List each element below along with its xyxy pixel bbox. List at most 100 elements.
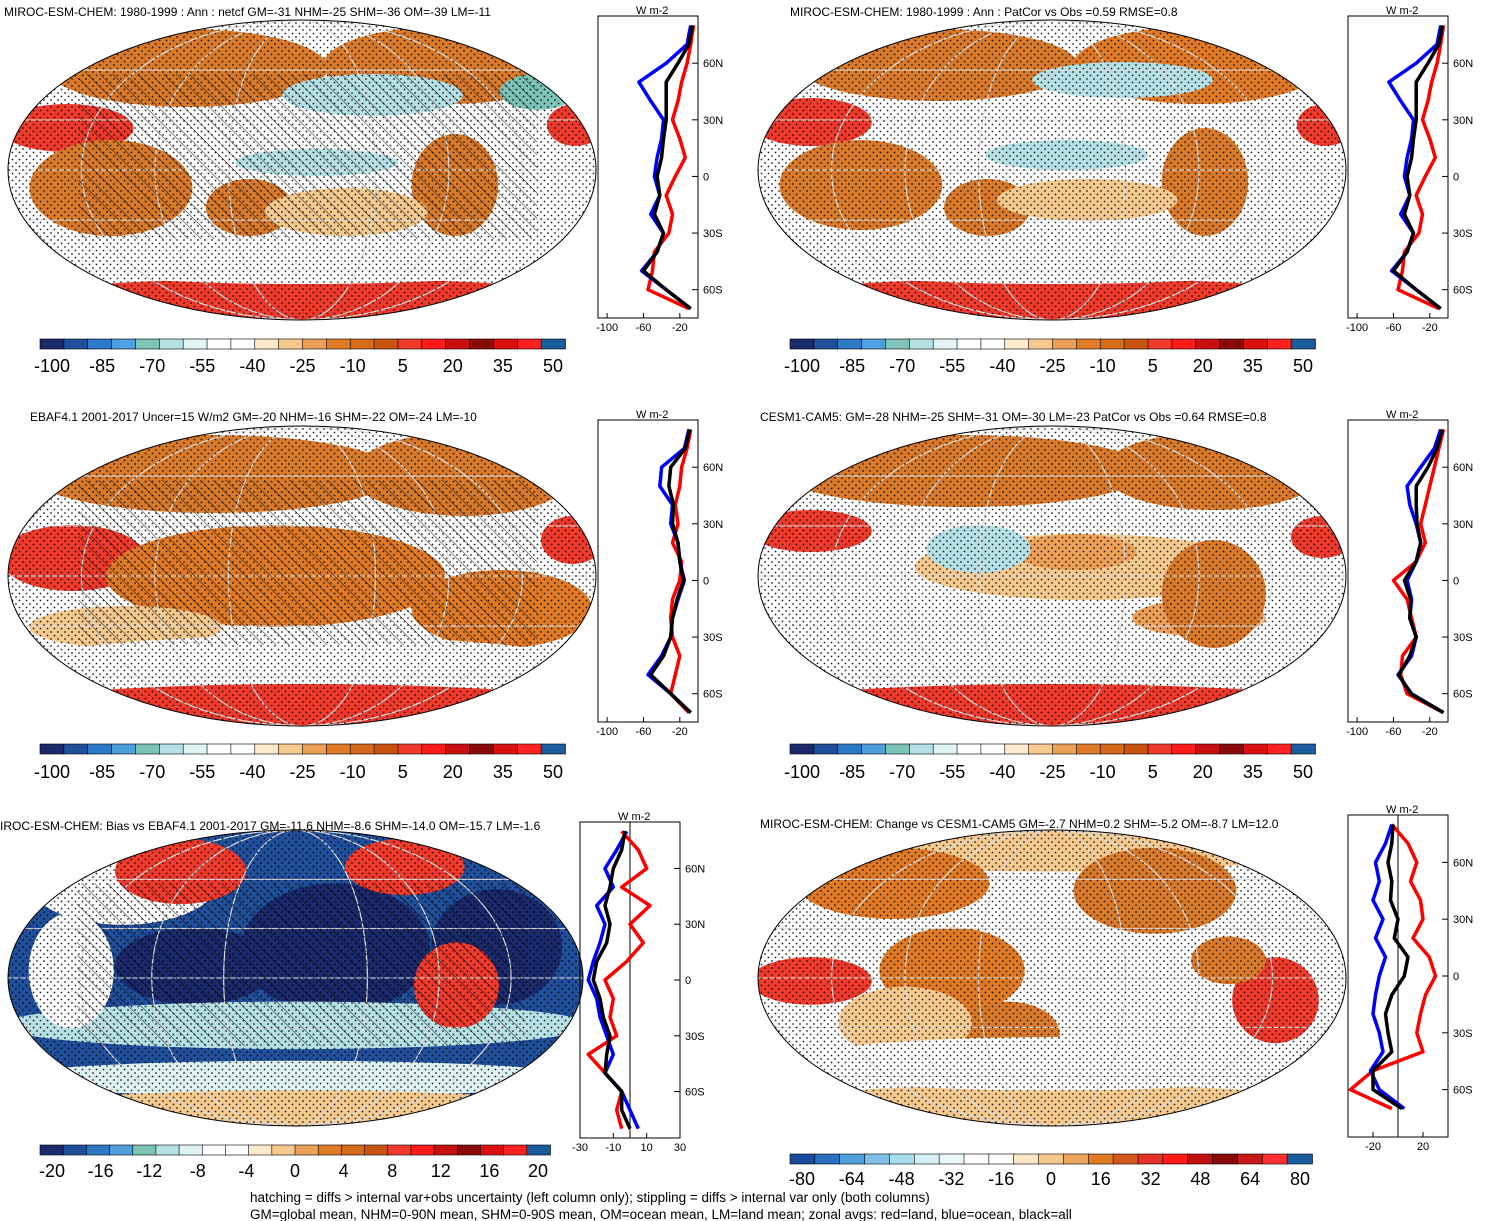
profile-ytick-label: 60S <box>1453 285 1473 297</box>
colorbar-swatch <box>913 1153 940 1165</box>
colorbar-swatch <box>373 338 399 350</box>
profile-xtick-label: 10 <box>641 1142 653 1154</box>
colorbar-swatch <box>1243 338 1269 350</box>
colorbar-label: -85 <box>89 762 115 782</box>
panel-6: MIROC-ESM-CHEM: Change vs CESM1-CAM5 GM=… <box>757 804 1473 1189</box>
colorbar-label: -12 <box>136 1161 162 1181</box>
profile-ytick-label: 60S <box>685 1087 705 1099</box>
profile-ytick-label: 60N <box>703 462 723 474</box>
colorbar-swatch <box>132 1144 157 1156</box>
colorbar-swatch <box>39 338 65 350</box>
colorbar-label: -55 <box>939 762 965 782</box>
profile-units: W m-2 <box>1386 5 1418 17</box>
colorbar-swatch <box>963 1153 990 1165</box>
colorbar-swatch <box>956 338 982 350</box>
colorbar-swatch <box>1266 338 1292 350</box>
panel-title: MIROC-ESM-CHEM: 1980-1999 : Ann : netcf … <box>4 5 491 19</box>
colorbar-label: -40 <box>989 356 1015 376</box>
colorbar-swatch <box>109 1144 134 1156</box>
profile-ytick-label: 60N <box>1453 857 1473 869</box>
colorbar-swatch <box>1099 338 1125 350</box>
colorbar-swatch <box>1137 1153 1164 1165</box>
colorbar-swatch <box>988 1153 1015 1165</box>
colorbar-swatch <box>789 338 815 350</box>
colorbar-swatch <box>956 743 982 755</box>
colorbar-label: 20 <box>1193 762 1213 782</box>
colorbar-label: 0 <box>1046 1169 1056 1189</box>
profile-xtick-label: -60 <box>636 322 652 334</box>
colorbar-label: 35 <box>1243 762 1263 782</box>
profile-xtick-label: -20 <box>672 322 688 334</box>
colorbar-swatch <box>87 338 113 350</box>
zonal-profile: W m-2 60N 30N 0 30S 60S -20 20 <box>1347 804 1473 1153</box>
panel-4: CESM1-CAM5: GM=-28 NHM=-25 SHM=-31 OM=-3… <box>757 409 1473 782</box>
profile-xtick-label: -10 <box>605 1142 621 1154</box>
colorbar-swatch <box>1028 743 1054 755</box>
colorbar-label: 50 <box>543 762 563 782</box>
colorbar-swatch <box>480 1144 505 1156</box>
colorbar-swatch <box>1219 338 1245 350</box>
colorbar-swatch <box>373 743 399 755</box>
profile-ytick-label: 60N <box>1453 462 1473 474</box>
colorbar-swatch <box>1013 1153 1040 1165</box>
colorbar-swatch <box>1286 1153 1313 1165</box>
profile-ytick-label: 30N <box>1453 519 1473 531</box>
colorbar-swatch <box>861 338 887 350</box>
profile-ytick-label: 60S <box>703 689 723 701</box>
stippling <box>758 830 1346 1126</box>
profile-xtick-label: 20 <box>1417 1141 1429 1153</box>
hatching <box>77 883 526 1047</box>
panel-title: MIROC-ESM-CHEM: 1980-1999 : Ann : PatCor… <box>790 5 1178 19</box>
colorbar-swatch <box>1147 338 1173 350</box>
colorbar-swatch <box>1212 1153 1239 1165</box>
colorbar-swatch <box>980 743 1006 755</box>
colorbar-swatch <box>1076 338 1102 350</box>
profile-ytick-label: 0 <box>703 575 709 587</box>
colorbar-swatch <box>1123 743 1149 755</box>
profile-units: W m-2 <box>636 409 668 421</box>
map-border <box>757 425 1347 727</box>
colorbar-swatch <box>87 743 113 755</box>
colorbar-swatch <box>206 743 232 755</box>
colorbar-label: -10 <box>340 356 366 376</box>
profile-ytick-label: 30N <box>703 115 723 127</box>
colorbar-swatch <box>111 338 137 350</box>
footer-line-2: GM=global mean, NHM=0-90N mean, SHM=0-90… <box>250 1207 1072 1221</box>
colorbar-swatch <box>469 743 495 755</box>
colorbar-label: -40 <box>239 762 265 782</box>
stippling <box>758 426 1346 726</box>
profile-frame <box>1347 419 1449 723</box>
profile-ytick-label: 0 <box>1453 171 1459 183</box>
zonal-profile: W m-2 60N 30N 0 30S 60S -100 -60 -20 <box>596 409 723 738</box>
colorbar-swatch <box>1004 743 1030 755</box>
map <box>758 426 1346 726</box>
colorbar-label: -64 <box>839 1169 865 1189</box>
profile-frame <box>597 15 699 319</box>
map <box>758 830 1346 1126</box>
stippling <box>758 20 1346 320</box>
colorbar-swatch <box>814 1153 841 1165</box>
colorbar-swatch <box>516 338 542 350</box>
colorbar-label: -100 <box>34 356 70 376</box>
profile-frame <box>597 419 699 723</box>
colorbar-label: -100 <box>784 762 820 782</box>
colorbar-label: -100 <box>34 762 70 782</box>
colorbar-label: -20 <box>39 1161 65 1181</box>
profile-series <box>641 25 695 310</box>
profile-ytick-label: 60S <box>1453 1085 1473 1097</box>
footer-line-1: hatching = diffs > internal var+obs unce… <box>250 1190 930 1205</box>
profile-ytick-label: 30S <box>1453 228 1473 240</box>
colorbar-label: 50 <box>1293 356 1313 376</box>
colorbar-swatch <box>1052 338 1078 350</box>
zonal-profile: W m-2 60N 30N 0 30S 60S -100 -60 -20 <box>596 5 723 334</box>
colorbar-swatch <box>248 1144 273 1156</box>
colorbar-label: 8 <box>387 1161 397 1181</box>
colorbar-label: -4 <box>238 1161 254 1181</box>
colorbar-swatch <box>839 1153 866 1165</box>
colorbar: -80 -64 -48 -32 -16 0 16 32 48 64 80 <box>789 1153 1313 1189</box>
colorbar-label: 5 <box>398 356 408 376</box>
colorbar-swatch <box>341 1144 366 1156</box>
colorbar-swatch <box>1290 338 1316 350</box>
colorbar-swatch <box>86 1144 111 1156</box>
colorbar-swatch <box>540 743 566 755</box>
